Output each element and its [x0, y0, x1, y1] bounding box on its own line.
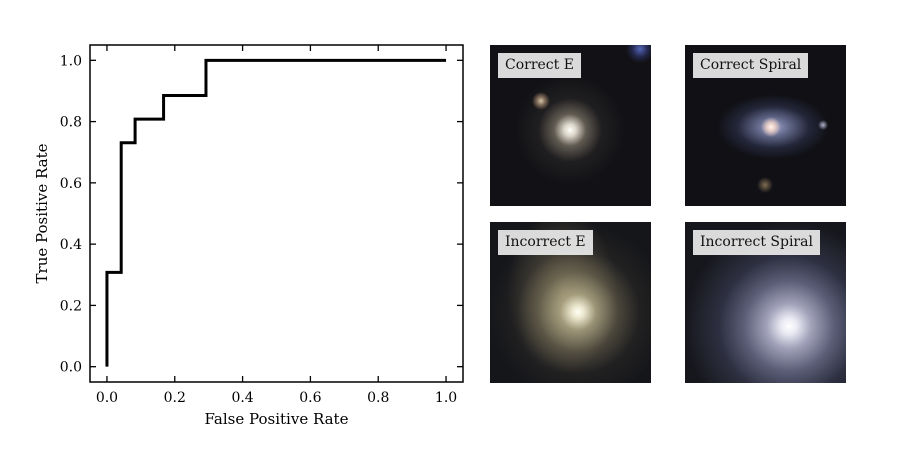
y-tick-label: 0.0 — [60, 360, 82, 376]
thumbnail-label-correct-e: Correct E — [498, 53, 581, 78]
y-tick-label: 0.8 — [60, 115, 82, 131]
roc-chart: 0.0 0.2 0.4 0.6 0.8 1.0 0.0 0.2 0.4 0.6 0.8 1.0 Fal… — [33, 44, 464, 428]
x-tick-label: 0.0 — [96, 390, 118, 406]
ticks-layer — [90, 45, 463, 382]
thumbnail-correct-spiral: Correct Spiral — [685, 45, 846, 206]
thumbnail-incorrect-spiral: Incorrect Spiral — [685, 222, 846, 383]
thumbnail-incorrect-e: Incorrect E — [490, 222, 651, 383]
x-tick-label: 0.4 — [231, 390, 253, 406]
thumbnail-label-correct-spiral: Correct Spiral — [693, 53, 809, 78]
x-axis-label: False Positive Rate — [205, 410, 349, 428]
y-tick-label: 0.6 — [60, 176, 82, 192]
roc-curve-line — [105, 58, 447, 367]
x-tick-label: 0.6 — [299, 390, 321, 406]
thumbnail-correct-e: Correct E — [490, 45, 651, 206]
x-tick-label: 1.0 — [435, 390, 457, 406]
thumbnail-label-incorrect-spiral: Incorrect Spiral — [693, 230, 820, 255]
y-axis-label: True Positive Rate — [33, 143, 51, 283]
x-tick-label: 0.2 — [164, 390, 186, 406]
x-tick-label: 0.8 — [367, 390, 389, 406]
y-tick-label: 0.2 — [60, 298, 82, 314]
plot-frame — [89, 44, 464, 383]
y-tick-label: 1.0 — [60, 53, 82, 69]
thumbnail-label-incorrect-e: Incorrect E — [498, 230, 593, 255]
y-tick-label: 0.4 — [60, 237, 82, 253]
tick-labels-layer: 0.0 0.2 0.4 0.6 0.8 1.0 0.0 0.2 0.4 0.6 0.8 1.0 — [60, 53, 457, 406]
